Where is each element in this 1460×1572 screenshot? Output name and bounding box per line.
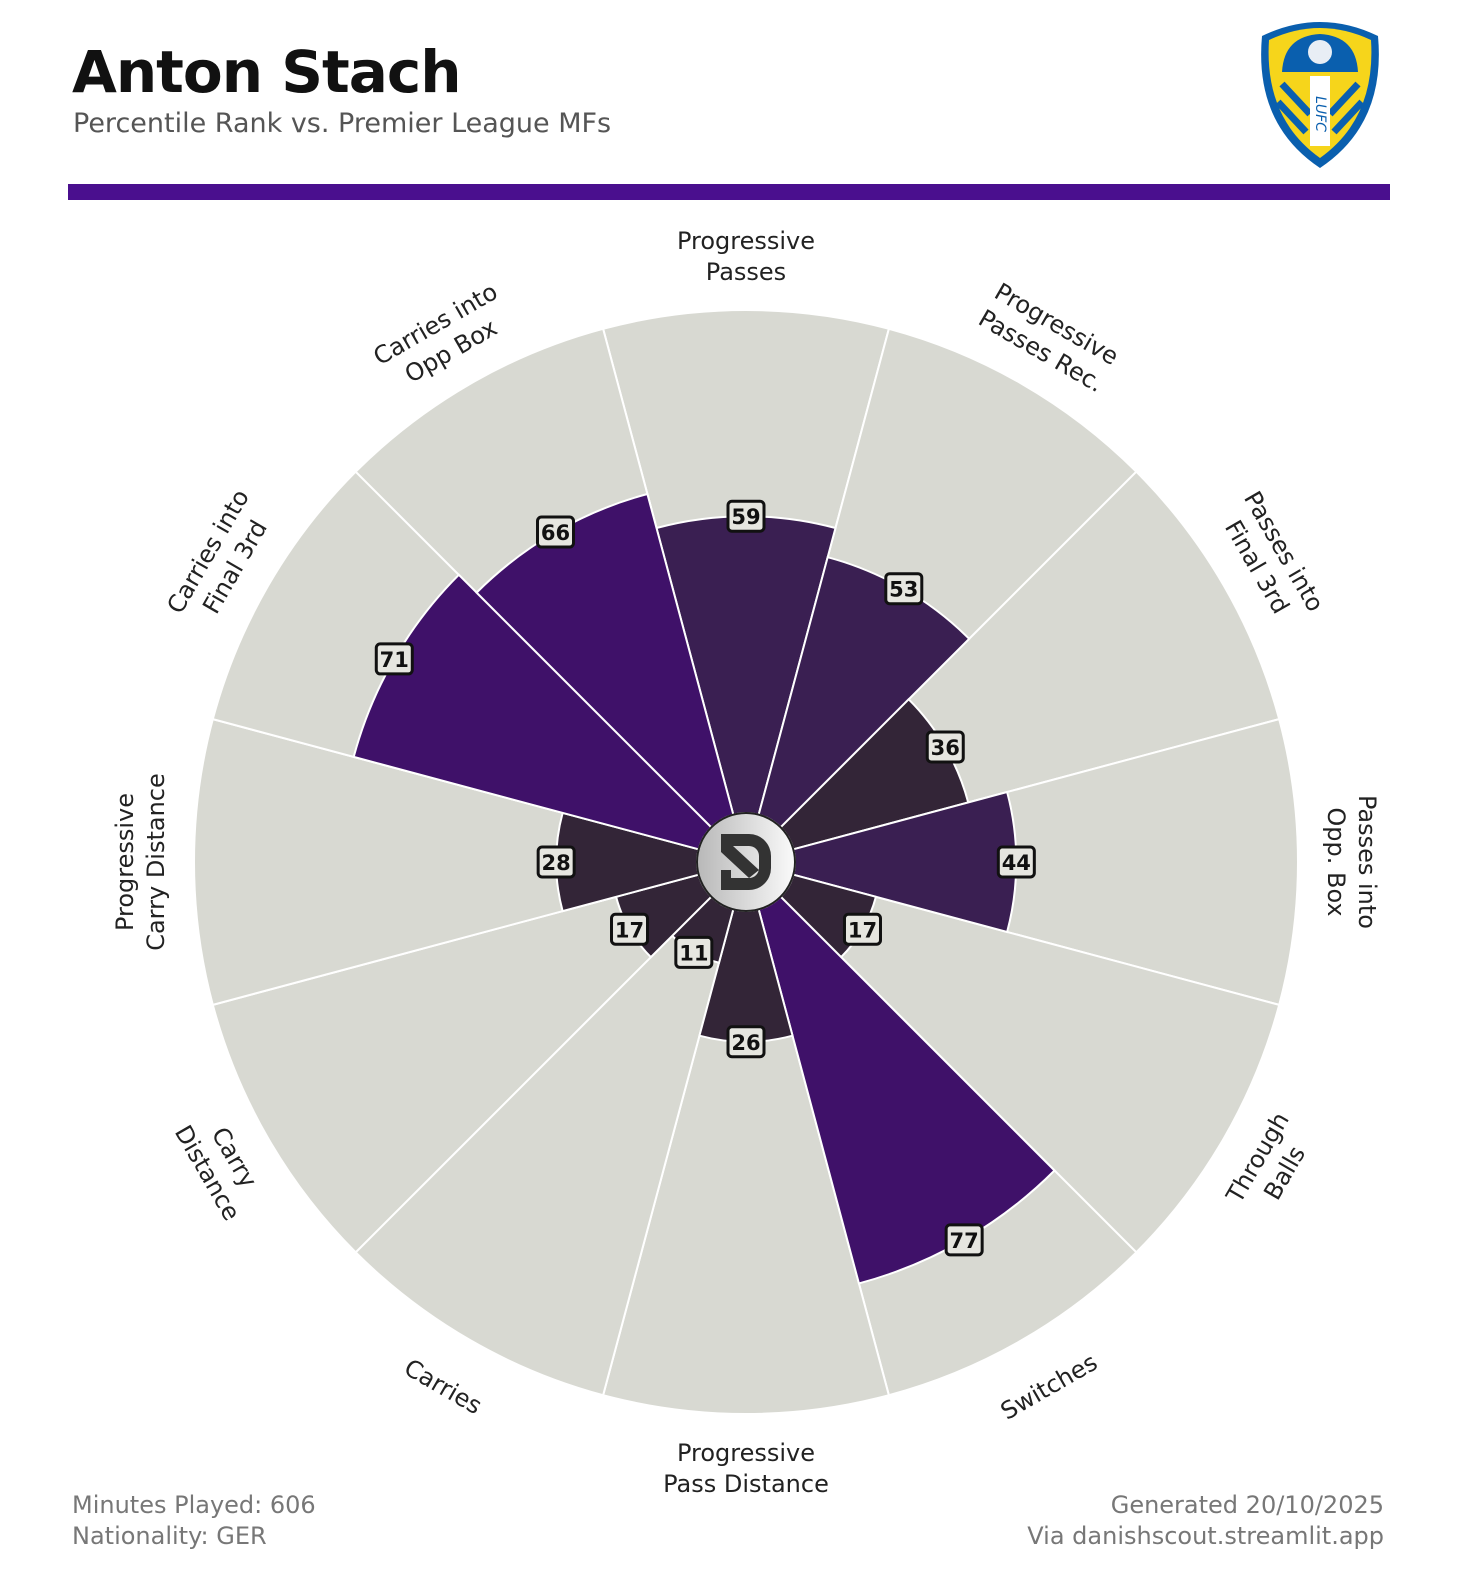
category-label: Carries [399,1354,486,1421]
category-label: Progressive Pass Distance [663,1439,829,1498]
value-label: 59 [731,505,760,529]
category-label-line: Carry Distance [142,773,170,951]
footer-right: Generated 20/10/2025 Via danishscout.str… [1027,1490,1384,1552]
value-label-box [925,730,965,764]
category-label-line: Switches [996,1348,1102,1426]
page-title: Anton Stach [72,38,462,106]
category-label-line: Passes into [1353,795,1381,929]
value-label: 11 [679,941,708,965]
value-label: 66 [541,521,570,545]
value-label-box [536,515,576,549]
value-label: 53 [889,578,918,602]
svg-text:LUFC: LUFC [1312,96,1328,132]
value-label: 77 [950,1229,979,1253]
category-label: ThroughBalls [1220,1107,1321,1224]
page-subtitle: Percentile Rank vs. Premier League MFs [73,108,612,139]
category-label: Switches [996,1348,1102,1426]
value-label: 17 [615,918,644,942]
value-label: 17 [848,918,877,942]
category-label-line: Progressive [677,1439,815,1467]
minutes-played: Minutes Played: 606 [72,1491,316,1519]
value-label-box [996,845,1036,879]
value-label-box [610,912,650,946]
club-crest-logo: LUFC [1261,22,1379,168]
category-label: Progressive Carry Distance [111,773,170,951]
value-label: 44 [1002,851,1031,875]
category-label-line: Progressive [677,227,815,255]
value-label-box [944,1223,984,1257]
source-credit: Via danishscout.streamlit.app [1027,1522,1384,1550]
value-label: 26 [731,1031,760,1055]
value-label: 71 [380,648,409,672]
value-label-box [884,572,924,606]
value-label-box [726,499,766,533]
category-label: Progressive Passes [677,227,815,286]
value-label-box [842,912,882,946]
category-label: Passes intoOpp. Box [1322,795,1381,929]
value-label-box [374,642,414,676]
nationality: Nationality: GER [72,1522,267,1550]
value-label: 28 [542,851,571,875]
category-label-line: Opp. Box [1322,807,1350,916]
value-label: 36 [931,736,960,760]
category-label-line: Passes [706,258,786,286]
category-label-line: Carries [399,1354,486,1421]
category-label-line: Pass Distance [663,1470,829,1498]
footer-left: Minutes Played: 606 Nationality: GER [72,1490,316,1552]
danishscout-logo-icon [721,834,771,890]
category-label: CarryDistance [169,1105,273,1225]
value-label-box [674,935,714,969]
accent-divider [68,184,1390,200]
generated-date: Generated 20/10/2025 [1110,1491,1384,1519]
category-label-line: Progressive [111,793,139,931]
value-label-box [726,1025,766,1059]
value-label-box [536,845,576,879]
